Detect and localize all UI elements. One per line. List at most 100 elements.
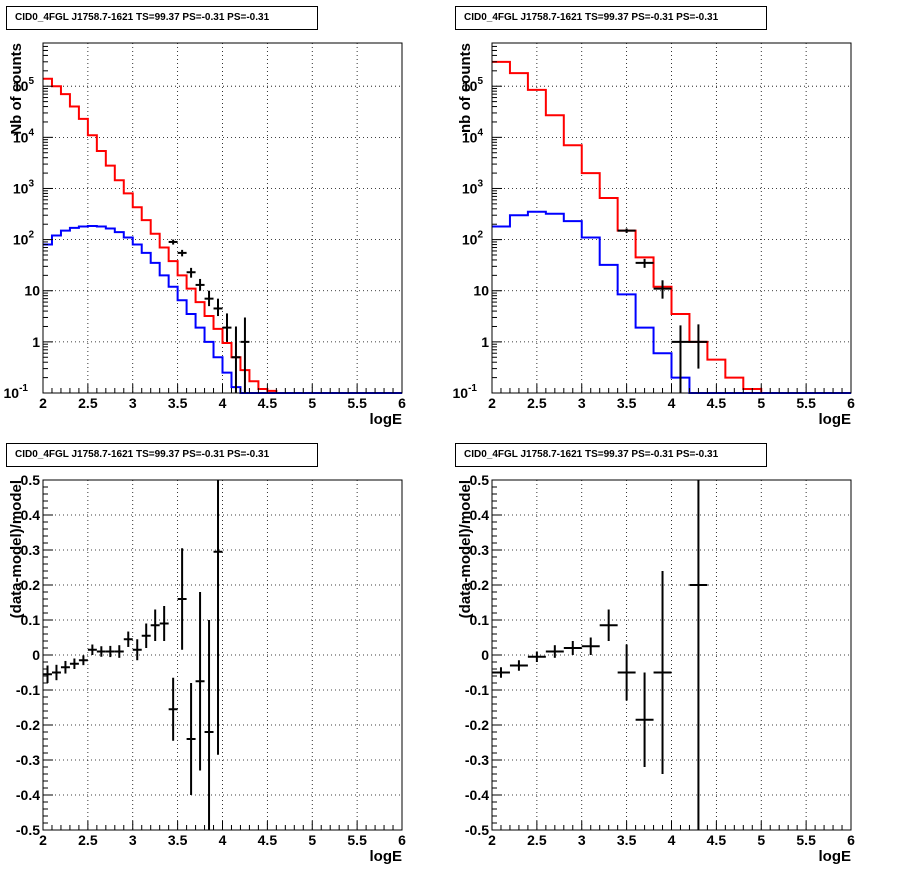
y-tick-label: -0.5 — [16, 822, 40, 838]
x-tick-label: 5.5 — [796, 832, 816, 848]
data-point — [114, 645, 124, 658]
x-tick-label: 3.5 — [168, 395, 188, 411]
data-point — [43, 665, 52, 683]
x-tick-label: 5 — [757, 832, 765, 848]
y-axis: -0.5 -0.4 -0.3 -0.2 -0.1 0 0.1 0.2 0.3 0.4 0.5 — [16, 472, 53, 838]
x-tick-label: 3 — [129, 832, 137, 848]
data-point — [60, 660, 70, 674]
x-tick-label: 3 — [578, 832, 586, 848]
plot-canvas: 2 2.5 3 3.5 4 4.5 5 5.5 6logE10-1110102103104105… — [4, 42, 406, 428]
plot-title: CID0_4FGL J1758.7-1621 TS=99.37 PS=-0.31… — [6, 443, 318, 467]
x-tick-label: 5.5 — [347, 832, 367, 848]
data-point — [195, 592, 205, 771]
y-tick-exponent: -1 — [19, 383, 28, 394]
data-point — [671, 325, 690, 393]
plot-canvas: 2 2.5 3 3.5 4 4.5 5 5.5 6logE-0.5-0.4-0.3-0.2-0.… — [457, 472, 855, 865]
data-point — [69, 658, 79, 669]
data-point — [617, 644, 636, 701]
x-tick-label: 4.5 — [707, 395, 727, 411]
y-tick-label: 1 — [481, 334, 489, 350]
x-axis: 2 2.5 3 3.5 4 4.5 5 5.5 6 — [488, 821, 855, 848]
data-point — [105, 645, 115, 658]
x-tick-label: 2 — [488, 395, 496, 411]
y-axis-label: (data-model)/model — [8, 480, 25, 618]
data-point — [222, 313, 232, 342]
data-point — [689, 324, 708, 369]
data-point — [599, 609, 618, 641]
plot-canvas: 2 2.5 3 3.5 4 4.5 5 5.5 6logE10-1110102103104105… — [453, 42, 855, 428]
y-tick-label: 0.2 — [470, 577, 490, 593]
bottom-right-residual-plot: 2 2.5 3 3.5 4 4.5 5 5.5 6 logE -0.5 -0.4 -0.3 -0.2 -0.… — [449, 437, 898, 874]
y-tick-exponent: 4 — [28, 127, 34, 138]
data-point — [195, 278, 205, 291]
x-tick-label: 6 — [847, 395, 855, 411]
y-tick-label: 0.4 — [470, 507, 490, 523]
x-tick-label: 6 — [847, 832, 855, 848]
data-point — [635, 672, 654, 767]
x-tick-label: 2.5 — [78, 395, 98, 411]
y-axis-label: nb of counts — [457, 43, 474, 133]
x-axis-label: logE — [819, 411, 852, 428]
data-point — [177, 548, 187, 650]
y-tick-label: 102 — [13, 230, 35, 248]
y-tick-label: 102 — [462, 230, 484, 248]
x-tick-label: 6 — [398, 395, 406, 411]
top-right-counts-plot: 2 2.5 3 3.5 4 4.5 5 5.5 6 logE 10-1 1 10 102 103 104 105… — [449, 0, 898, 437]
x-axis: 2 2.5 3 3.5 4 4.5 5 5.5 6 — [488, 384, 855, 411]
y-tick-exponent: 3 — [477, 178, 483, 189]
y-tick-label: -0.5 — [465, 822, 489, 838]
x-tick-label: 5.5 — [796, 395, 816, 411]
x-tick-label: 2 — [39, 832, 47, 848]
data-point — [204, 290, 214, 307]
y-axis-label: Nb of counts — [8, 43, 25, 135]
x-tick-label: 5.5 — [347, 395, 367, 411]
y-tick-label: 0 — [481, 647, 489, 663]
data-point — [177, 249, 187, 257]
x-tick-label: 2 — [39, 395, 47, 411]
data-point — [492, 667, 510, 678]
y-tick-label: 0 — [32, 647, 40, 663]
y-tick-label: 0.4 — [21, 507, 41, 523]
x-tick-label: 2 — [488, 832, 496, 848]
x-axis-label: logE — [819, 848, 852, 865]
y-tick-exponent: -1 — [468, 383, 477, 394]
data-point — [159, 606, 169, 641]
data-point — [231, 326, 241, 393]
x-tick-label: 3.5 — [168, 832, 188, 848]
x-axis-label: logE — [370, 848, 403, 865]
data-point — [635, 258, 654, 268]
y-axis-label: (data-model)/model — [457, 480, 474, 618]
y-tick-label: -0.1 — [16, 682, 40, 698]
data-point — [150, 609, 160, 641]
data-point — [204, 620, 214, 830]
data-point — [123, 631, 133, 647]
y-tick-label: 0.1 — [470, 612, 490, 628]
x-tick-label: 4.5 — [258, 832, 278, 848]
x-tick-label: 4 — [668, 832, 676, 848]
data-point — [132, 639, 142, 661]
data-point — [563, 641, 582, 655]
x-axis: 2 2.5 3 3.5 4 4.5 5 5.5 6 — [39, 384, 406, 411]
data-point — [186, 267, 196, 278]
x-axis: 2 2.5 3 3.5 4 4.5 5 5.5 6 — [39, 821, 406, 848]
y-tick-label: 10 — [24, 283, 40, 299]
data-point — [213, 480, 223, 755]
y-tick-label: 10-1 — [453, 383, 478, 401]
y-tick-label: 0.1 — [21, 612, 41, 628]
y-tick-label: 103 — [462, 178, 484, 196]
x-tick-label: 5 — [308, 395, 316, 411]
data-point — [78, 655, 88, 666]
y-axis: -0.5 -0.4 -0.3 -0.2 -0.1 0 0.1 0.2 0.3 0.4 0.5 — [465, 472, 502, 838]
plot-title: CID0_4FGL J1758.7-1621 TS=99.37 PS=-0.31… — [455, 443, 767, 467]
data-point — [653, 280, 672, 299]
grid-lines — [43, 480, 402, 830]
data-point — [186, 683, 196, 795]
x-tick-label: 3.5 — [617, 832, 637, 848]
data-point — [168, 239, 178, 245]
x-tick-label: 5 — [308, 832, 316, 848]
y-tick-label: 0.3 — [21, 542, 41, 558]
data-point — [213, 298, 223, 317]
grid-lines — [492, 480, 851, 830]
y-tick-exponent: 5 — [477, 76, 483, 87]
data-point — [509, 660, 528, 671]
